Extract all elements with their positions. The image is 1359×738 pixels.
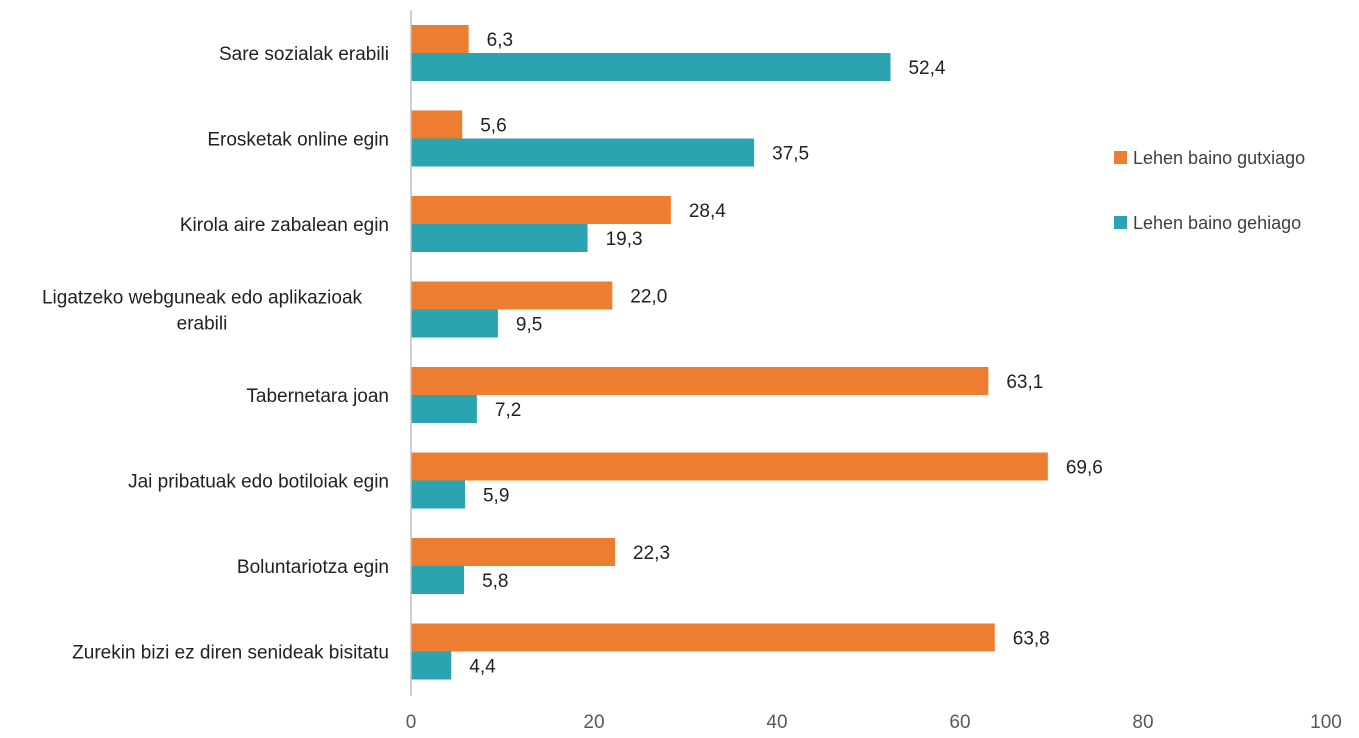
x-tick-label: 60 [949,712,970,733]
bar-gutxiago-0 [411,25,469,53]
data-label: 22,3 [633,543,670,564]
bar-gehiago-7 [411,651,452,680]
labels-layer: 6,3 52,4 Sare sozialak erabili 5,6 37,5 Erosk… [42,30,1103,678]
data-label: 5,6 [480,116,506,137]
bar-gehiago-4 [411,395,477,423]
axis-layer: 0 20 40 60 80 100 [406,10,1342,733]
category-label: Boluntariotza egin [237,557,389,578]
x-tick-label: 40 [766,712,787,733]
legend-label: Lehen baino gehiago [1133,213,1301,233]
category-label: Zurekin bizi ez diren senideak bisitatu [72,643,389,664]
data-label: 28,4 [689,201,726,222]
data-label: 63,1 [1006,372,1043,393]
data-label: 6,3 [487,30,513,51]
bar-gehiago-5 [411,480,465,509]
bar-gehiago-2 [411,224,588,252]
bar-gutxiago-4 [411,367,989,395]
bar-gutxiago-1 [411,110,463,139]
bar-gehiago-0 [411,53,891,81]
category-label: Ligatzeko webguneak edo aplikazioak [42,288,363,309]
bar-gutxiago-7 [411,623,995,652]
bar-gutxiago-6 [411,538,616,566]
data-label: 4,4 [469,657,496,678]
category-label: Kirola aire zabalean egin [180,215,389,236]
data-label: 7,2 [495,400,521,421]
bar-gehiago-6 [411,566,465,594]
bar-gehiago-1 [411,138,755,167]
data-label: 69,6 [1066,458,1103,479]
data-label: 9,5 [516,315,542,336]
data-label: 19,3 [606,229,643,250]
category-label: Jai pribatuak edo botiloiak egin [128,472,389,493]
legend-swatch [1114,151,1127,164]
data-label: 52,4 [908,58,945,79]
bar-gehiago-3 [411,309,498,338]
data-label: 63,8 [1013,629,1050,650]
category-label: Sare sozialak erabili [219,44,389,65]
legend-swatch [1114,216,1127,229]
x-tick-label: 20 [583,712,604,733]
x-tick-label: 100 [1310,712,1342,733]
category-label: Erosketak online egin [207,130,389,151]
bar-gutxiago-2 [411,196,671,224]
category-label: erabili [177,314,228,335]
x-tick-label: 0 [406,712,417,733]
data-label: 5,9 [483,486,509,507]
bar-gutxiago-5 [411,452,1048,481]
data-label: 5,8 [482,571,508,592]
x-tick-label: 80 [1132,712,1153,733]
legend: Lehen baino gutxiago Lehen baino gehiago [1114,148,1305,233]
bars-layer [411,25,1048,680]
legend-label: Lehen baino gutxiago [1133,148,1305,168]
category-label: Tabernetara joan [246,386,389,407]
data-label: 22,0 [630,287,667,308]
data-label: 37,5 [772,144,809,165]
bar-gutxiago-3 [411,281,613,310]
